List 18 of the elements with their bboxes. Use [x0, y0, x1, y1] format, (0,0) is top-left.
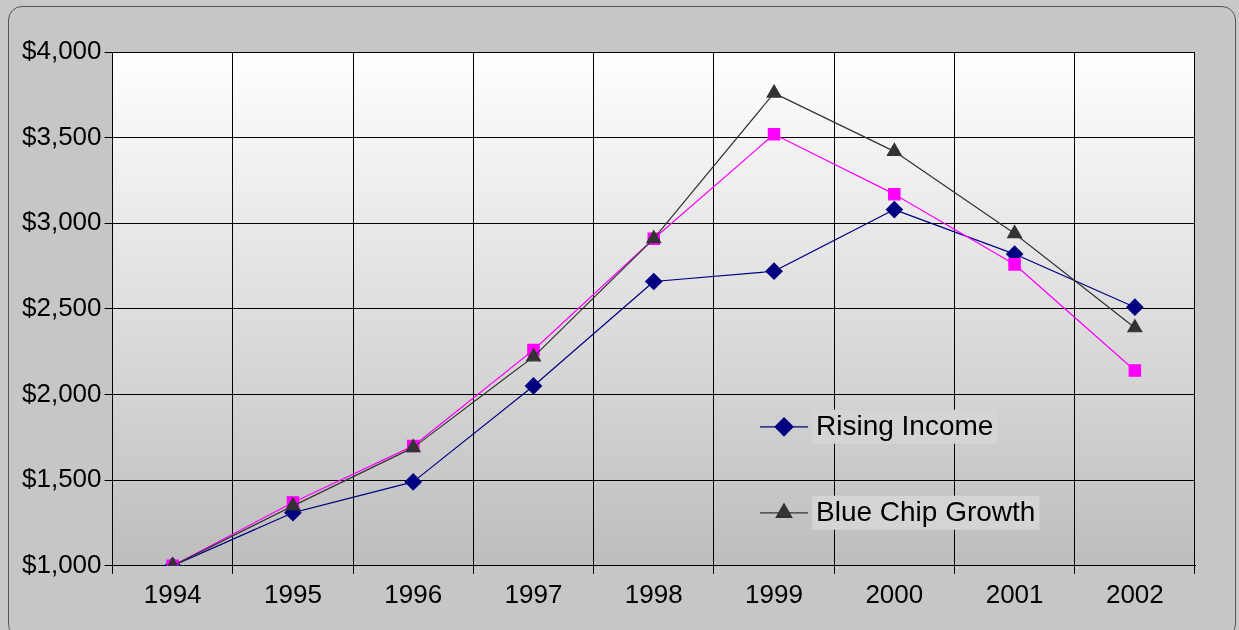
x-tick-label: 2002 — [1105, 578, 1164, 609]
y-tick-label: $3,500 — [21, 120, 102, 151]
x-tick-label: 1994 — [143, 578, 202, 609]
y-tick-label: $2,500 — [21, 292, 102, 323]
x-tick-label: 2000 — [865, 578, 924, 609]
x-tick-label: 1996 — [384, 578, 443, 609]
y-tick-label: $4,000 — [21, 35, 102, 66]
x-tick-label: 1998 — [624, 578, 683, 609]
legend-label: Blue Chip Growth — [816, 495, 1036, 527]
x-tick-label: 2001 — [985, 578, 1044, 609]
y-tick-label: $2,000 — [21, 377, 102, 408]
y-tick-label: $1,500 — [21, 463, 102, 494]
y-tick-label: $1,000 — [21, 548, 102, 579]
x-tick-label: 1995 — [264, 578, 322, 609]
x-tick-label: 1997 — [504, 578, 563, 609]
y-tick-label: $3,000 — [21, 206, 102, 237]
legend-label: Rising Income — [816, 409, 994, 441]
x-tick-label: 1999 — [745, 578, 803, 609]
